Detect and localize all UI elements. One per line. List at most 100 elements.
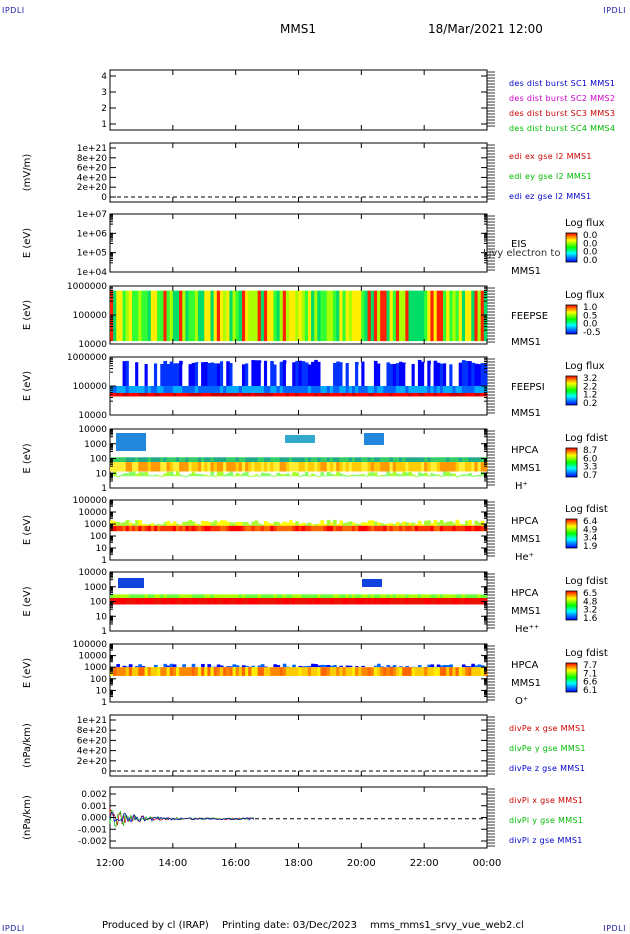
heatmap-cell [207, 290, 212, 342]
heatmap-cell [260, 462, 265, 472]
heatmap-cell [439, 525, 444, 532]
corner-mark-bottom-right: IPDLI [603, 924, 626, 933]
heatmap-cell [367, 363, 372, 386]
heatmap-patch [364, 433, 384, 445]
heatmap-cell [465, 360, 469, 386]
heatmap-cell [402, 392, 406, 397]
heatmap-cell [377, 363, 381, 386]
heatmap-cell [480, 594, 485, 598]
heatmap-cell [367, 597, 372, 605]
heatmap-cell [395, 462, 400, 472]
heatmap-cell [157, 475, 161, 477]
heatmap-cell [157, 525, 161, 532]
heatmap-cell [329, 462, 334, 472]
heatmap-cell [433, 525, 438, 532]
heatmap-cell [201, 520, 205, 526]
heatmap-cell [370, 457, 375, 463]
heatmap-cell [395, 290, 400, 342]
heatmap-cell [292, 290, 296, 342]
heatmap-cell [194, 362, 199, 386]
heatmap-cell [285, 290, 290, 342]
x-tick-label: 16:00 [221, 858, 250, 869]
heatmap-cell [223, 667, 227, 676]
y-tick-label: -0.002 [78, 837, 107, 847]
heatmap-cell [207, 594, 212, 598]
heatmap-cell [480, 667, 485, 676]
heatmap-cell [235, 665, 240, 668]
heatmap-cell [449, 473, 453, 477]
heatmap-cell [210, 362, 215, 386]
heatmap-cell [279, 462, 284, 472]
heatmap-cell [245, 667, 249, 676]
heatmap-cell [402, 597, 406, 605]
y-tick-label: 6e+20 [77, 164, 108, 174]
heatmap-cell [355, 666, 359, 668]
heatmap-cell [383, 525, 387, 532]
y-tick-label: 0.000 [81, 814, 107, 824]
heatmap-cell [289, 597, 293, 605]
heatmap-cell [380, 594, 384, 598]
instrument-label: HPCA [511, 516, 539, 527]
heatmap-cell [122, 667, 127, 676]
heatmap-cell [210, 525, 215, 532]
heatmap-cell [248, 290, 252, 342]
heatmap-cell [477, 525, 482, 532]
heatmap-cell [204, 392, 208, 397]
heatmap-cell [446, 386, 450, 393]
heatmap-cell [304, 386, 309, 393]
heatmap-cell [122, 473, 127, 477]
heatmap-cell [455, 476, 460, 478]
heatmap-cell [333, 474, 337, 477]
heatmap-cell [389, 667, 394, 676]
heatmap-cell [219, 392, 224, 397]
heatmap-cell [358, 364, 362, 386]
heatmap-cell [191, 667, 196, 676]
heatmap-cell [399, 523, 403, 526]
heatmap-cell [480, 525, 485, 532]
heatmap-cell [424, 392, 428, 397]
heatmap-cell [153, 474, 158, 477]
heatmap-cell [147, 386, 152, 393]
heatmap-cell [402, 525, 406, 532]
heatmap-cell [430, 525, 435, 532]
heatmap-cell [370, 364, 375, 386]
heatmap-cell [443, 386, 447, 393]
heatmap-cell [122, 665, 127, 668]
heatmap-cell [443, 471, 447, 477]
instrument-label: He⁺⁺ [515, 624, 539, 635]
y-axis-label: (nPa/km) [22, 723, 33, 768]
heatmap-cell [226, 386, 230, 393]
heatmap-cell [157, 392, 161, 397]
heatmap-cell [377, 594, 381, 598]
heatmap-cell [169, 457, 174, 463]
heatmap-cell [314, 525, 318, 532]
heatmap-cell [323, 363, 328, 386]
heatmap-cell [289, 457, 293, 463]
heatmap-cell [317, 392, 321, 397]
heatmap-cell [395, 522, 400, 526]
colorbar-title: Log flux [565, 290, 605, 301]
heatmap-cell [263, 666, 268, 668]
heatmap-cell [424, 363, 428, 386]
heatmap-cell [477, 594, 482, 598]
heatmap-cell [439, 462, 444, 472]
heatmap-cell [414, 290, 419, 342]
heatmap-cell [364, 525, 369, 532]
heatmap-cell [307, 475, 312, 477]
heatmap-cell [166, 520, 171, 526]
heatmap-cell [458, 594, 463, 598]
heatmap-cell [235, 457, 240, 463]
heatmap-cell [282, 597, 287, 605]
heatmap-cell [163, 667, 168, 676]
heatmap-cell [458, 457, 463, 463]
heatmap-cell [424, 594, 428, 598]
heatmap-cell [301, 667, 306, 676]
heatmap-cell [175, 290, 180, 342]
heatmap-cell [245, 597, 249, 605]
heatmap-cell [421, 524, 425, 526]
heatmap-cell [317, 361, 321, 386]
heatmap-cell [395, 473, 400, 477]
heatmap-cell [147, 594, 152, 598]
series-line-y [109, 809, 254, 828]
heatmap-cell [245, 290, 249, 342]
